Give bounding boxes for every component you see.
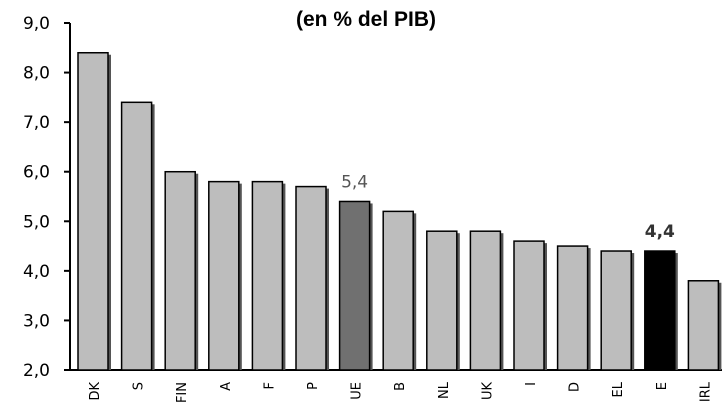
x-tick-label-fin: FIN <box>175 382 190 403</box>
bar-dk <box>77 51 109 371</box>
y-axis: 2,0 3,0 4,0 5,0 6,0 7,0 8,0 9,0 <box>23 14 71 381</box>
y-tick-label: 6,0 <box>23 163 50 183</box>
y-tick-label: 2,0 <box>23 361 50 381</box>
chart-title: (en % del PIB) <box>296 8 436 31</box>
y-tick-label: 7,0 <box>23 113 50 133</box>
bar-d <box>556 245 589 371</box>
y-tick-label: 4,0 <box>23 262 50 282</box>
x-tick-label-uk: UK <box>480 382 495 401</box>
x-tick-label-dk: DK <box>88 382 103 401</box>
x-tick-label-d: D <box>568 382 583 392</box>
x-tick-label-s: S <box>132 382 147 390</box>
bar-uk <box>469 230 502 371</box>
bar-ue <box>338 200 371 371</box>
data-label-ue: 5,4 <box>341 172 368 192</box>
x-tick-label-f: F <box>262 382 277 389</box>
bar-fin <box>164 170 196 371</box>
x-tick-label-irl: IRL <box>698 381 713 402</box>
data-label-e: 4,4 <box>645 222 675 242</box>
x-tick-label-ue: UE <box>350 382 365 400</box>
bar-p <box>295 185 327 371</box>
bar-nl <box>426 230 458 371</box>
x-tick-label-a: A <box>219 382 234 391</box>
x-tick-label-el: EL <box>611 381 626 397</box>
y-tick-label: 3,0 <box>23 311 50 331</box>
bar-i <box>513 240 545 371</box>
x-tick-label-i: I <box>524 382 539 386</box>
data-labels: 5,4 4,4 <box>341 172 675 242</box>
y-tick-label: 8,0 <box>23 64 50 84</box>
y-tick-label: 5,0 <box>23 212 50 232</box>
bar-el <box>600 250 632 371</box>
y-tick-label: 9,0 <box>23 14 50 34</box>
x-tick-label-nl: NL <box>437 381 452 399</box>
x-tick-label-e: E <box>655 382 670 390</box>
x-tick-label-b: B <box>393 382 408 391</box>
x-axis: DK S FIN A F P UE B NL UK I D EL E IRL <box>70 369 722 403</box>
bar-s <box>120 101 153 371</box>
bar-e <box>644 250 676 371</box>
bars <box>77 51 722 371</box>
bar-irl <box>687 280 720 371</box>
bar-b <box>382 210 414 371</box>
bar-f <box>251 180 284 371</box>
x-tick-label-p: P <box>306 382 321 390</box>
bar-a <box>208 180 240 371</box>
